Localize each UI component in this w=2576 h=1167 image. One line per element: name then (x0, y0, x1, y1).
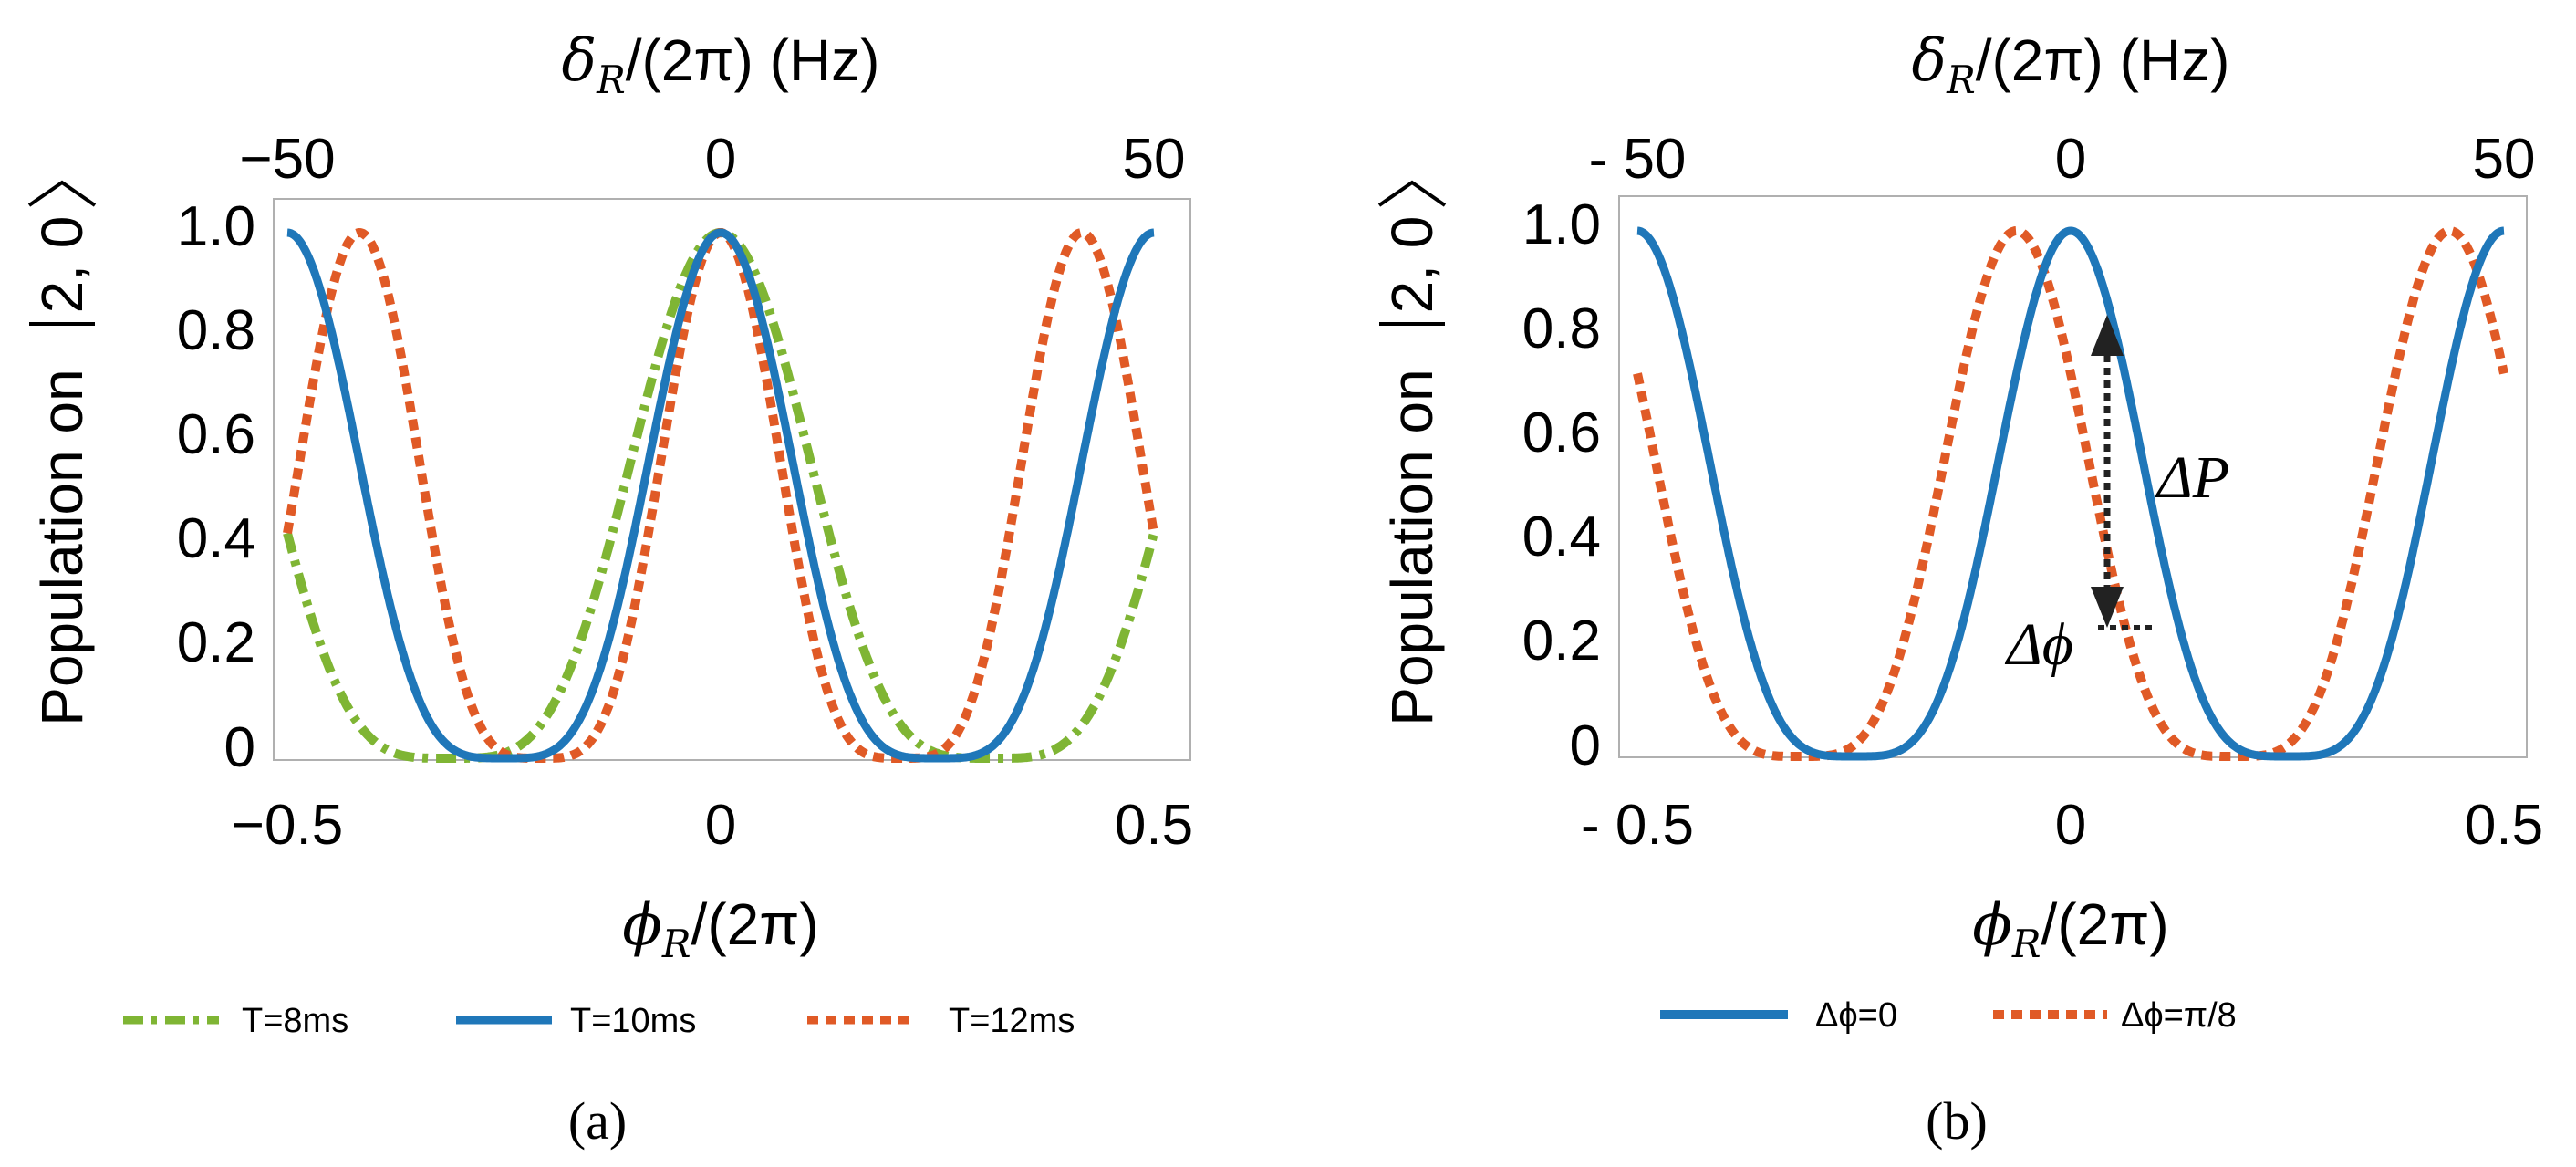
plot-frame-a (273, 198, 1191, 761)
svg-text:2, 0: 2, 0 (1379, 216, 1445, 314)
y-tick-b-2: 0.4 (1522, 505, 1601, 568)
y-tick-a-3: 0.6 (177, 403, 255, 466)
y-tick-b-4: 0.8 (1522, 297, 1601, 360)
y-axis-label-a: Population on 2, 0 (27, 180, 97, 726)
legend-label-dphi-pi8: Δϕ=π/8 (2121, 996, 2237, 1035)
delta-phi-label: Δϕ (2004, 611, 2073, 678)
legend-label-t8: T=8ms (242, 1002, 348, 1040)
delta-p-arrow (2091, 315, 2124, 628)
y-tick-a-0: 0 (224, 716, 255, 779)
legend-label-t10: T=10ms (570, 1002, 696, 1040)
panel-b: δR/(2π) (Hz) - 50 0 50 0 0.2 0.4 0.6 0.8… (1377, 27, 2543, 1151)
y-tick-a-1: 0.2 (177, 611, 255, 674)
y-tick-a-5: 1.0 (177, 195, 255, 258)
x-tick-a-1: 0 (705, 794, 736, 857)
legend-label-t12: T=12ms (949, 1002, 1075, 1040)
curves-b (1633, 225, 2508, 761)
caption-b: (b) (1926, 1091, 1988, 1151)
y-tick-b-5: 1.0 (1522, 193, 1601, 256)
top-axis-label-a: δR/(2π) (Hz) (562, 27, 880, 102)
series-line-b-1 (1633, 225, 2508, 761)
legend-label-dphi0: Δϕ=0 (1815, 996, 1897, 1035)
curves-a (283, 227, 1158, 763)
top-tick-b-1: 0 (2055, 128, 2086, 191)
x-tick-b-2: 0.5 (2465, 794, 2543, 857)
top-tick-a-2: 50 (1123, 128, 1186, 191)
series-line-a-1 (286, 228, 1155, 763)
top-tick-b-2: 50 (2473, 128, 2536, 191)
delta-p-label: ΔP (2155, 444, 2229, 511)
top-tick-a-0: −50 (239, 128, 335, 191)
legend-b: Δϕ=0 Δϕ=π/8 (1660, 996, 2237, 1035)
y-tick-b-1: 0.2 (1522, 610, 1601, 672)
svg-text:Population on: Population on (1379, 369, 1445, 725)
top-axis-label-b: δR/(2π) (Hz) (1912, 27, 2230, 102)
legend-a: T=8ms T=10ms T=12ms (123, 1002, 1075, 1040)
series-line-a-2 (283, 227, 1158, 763)
y-axis-label-b: Population on 2, 0 (1377, 180, 1447, 726)
y-tick-a-4: 0.8 (177, 299, 255, 362)
x-axis-label-b: ϕR/(2π) (1972, 891, 2168, 966)
caption-a: (a) (568, 1091, 627, 1151)
svg-text:2, 0: 2, 0 (29, 216, 95, 314)
y-tick-a-2: 0.4 (177, 507, 255, 570)
y-tick-b-3: 0.6 (1522, 401, 1601, 464)
panel-a: δR/(2π) (Hz) −50 0 50 0 0.2 0.4 0.6 0.8 … (27, 27, 1193, 1151)
y-tick-b-0: 0 (1570, 714, 1601, 777)
series-line-b-0 (1636, 226, 2505, 761)
x-tick-a-2: 0.5 (1115, 794, 1193, 857)
svg-text:Population on: Population on (29, 369, 95, 725)
plot-frame-b (1618, 195, 2528, 758)
x-tick-b-1: 0 (2055, 794, 2086, 857)
x-tick-a-0: −0.5 (232, 794, 343, 857)
x-tick-b-0: - 0.5 (1581, 794, 1694, 857)
top-tick-a-1: 0 (705, 128, 736, 191)
series-line-a-0 (283, 227, 1158, 763)
x-axis-label-a: ϕR/(2π) (622, 891, 818, 966)
top-tick-b-0: - 50 (1589, 128, 1687, 191)
